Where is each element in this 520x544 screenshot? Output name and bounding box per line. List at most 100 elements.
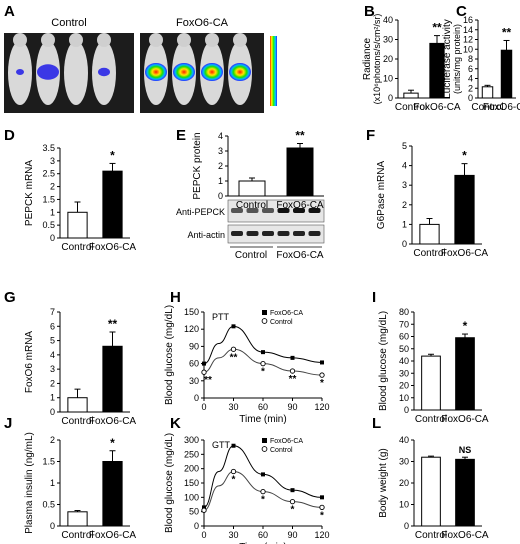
y-tick-label: 0 xyxy=(402,239,407,249)
y-tick-label: 0.5 xyxy=(42,500,55,510)
mouse xyxy=(200,33,224,105)
y-axis-label: Radiance xyxy=(362,37,373,80)
bar xyxy=(102,461,123,527)
blot-band-actin xyxy=(308,231,321,236)
significance-marker: * xyxy=(291,505,295,516)
category-label: Control xyxy=(415,530,447,541)
bar xyxy=(102,345,123,413)
data-point-foxo6 xyxy=(290,488,295,493)
y-tick-label: 2 xyxy=(50,435,55,445)
legend-label: FoxO6-CA xyxy=(270,438,303,445)
western-blots: Anti-PEPCK Anti-actin Control FoxO6-CA xyxy=(176,199,325,261)
mouse-head xyxy=(41,33,55,47)
blot-band-actin xyxy=(246,231,259,236)
y-tick-label: 2 xyxy=(218,161,223,171)
panel-letter-h: H xyxy=(170,289,181,306)
significance-marker: * xyxy=(232,475,236,486)
legend-label: Control xyxy=(270,447,293,454)
bar xyxy=(238,180,266,197)
y-tick-label: 30 xyxy=(189,376,199,386)
data-point-foxo6 xyxy=(290,355,295,360)
color-scale-bar xyxy=(270,36,277,106)
bar xyxy=(286,147,314,197)
panel-letter-d: D xyxy=(4,127,15,144)
y-tick-label: 0 xyxy=(468,93,473,103)
y-tick-label: 10 xyxy=(383,74,393,84)
y-tick-label: 2 xyxy=(50,182,55,192)
y-tick-label: 0 xyxy=(218,191,223,201)
series-line-foxo6 xyxy=(203,325,323,365)
y-tick-label: 5 xyxy=(402,141,407,151)
legend-marker-foxo6 xyxy=(262,310,267,315)
y-tick-label: 10 xyxy=(463,44,473,54)
blot-band-pepck xyxy=(246,208,259,213)
y-tick-label: 300 xyxy=(184,435,199,445)
panel-letter-c: C xyxy=(456,3,467,20)
significance-marker: * xyxy=(320,378,324,389)
chart-e: 0 1 2 3 4 PEPCK protein Control FoxO6-CA ** xyxy=(192,129,324,211)
x-tick-label: 120 xyxy=(314,402,329,412)
y-tick-label: 2 xyxy=(468,83,473,93)
significance-marker: * xyxy=(261,495,265,506)
panel-letter-a: A xyxy=(4,3,15,20)
y-tick-label: 2 xyxy=(50,378,55,388)
chart-k: 0 50 100 150 200 250 300 Blood glucose (mg/dL) 0… xyxy=(164,433,330,544)
category-label: Control xyxy=(61,416,93,427)
legend-marker-control xyxy=(261,446,268,452)
significance-marker: ** xyxy=(289,374,297,385)
blot-band-actin xyxy=(262,231,274,236)
category-label: Control xyxy=(236,200,268,211)
bar xyxy=(500,49,513,99)
legend-marker-control xyxy=(261,318,268,324)
y-axis-label: Luciferase activity xyxy=(442,19,453,98)
chart-j: 0 0.5 1 1.5 2 Plasma insulin (ng/mL) ControlFo… xyxy=(24,432,136,541)
y-tick-label: 4 xyxy=(468,74,473,84)
luminescence-signal xyxy=(37,64,59,80)
y-tick-label: 20 xyxy=(399,478,409,488)
y-tick-label: 20 xyxy=(399,381,409,391)
y-tick-label: 7 xyxy=(50,307,55,317)
mouse-body xyxy=(64,41,88,105)
y-tick-label: 2 xyxy=(402,200,407,210)
panel-letter-g: G xyxy=(4,289,16,306)
y-axis-label: G6Pase mRNA xyxy=(376,160,387,229)
bar xyxy=(67,511,88,527)
y-tick-label: 40 xyxy=(383,15,393,25)
actin-blot xyxy=(227,224,325,244)
chart-h: 0 30 60 90 120 150 Blood glucose (mg/dL) 0 30 60 9… xyxy=(164,305,330,425)
data-point-foxo6 xyxy=(320,360,324,365)
data-point-control xyxy=(260,488,266,495)
x-tick-label: 120 xyxy=(314,530,329,540)
data-point-foxo6 xyxy=(202,361,206,366)
chart-b: 0 10 20 30 40(x10⁶photons/s/cm²/sr)Radiance C… xyxy=(362,14,461,113)
panel-letter-l: L xyxy=(372,415,381,432)
y-tick-label: 0 xyxy=(50,521,55,531)
blot-group-control: Control xyxy=(235,250,267,261)
y-tick-label: 3 xyxy=(50,364,55,374)
significance-marker: ** xyxy=(230,352,238,363)
mouse-head xyxy=(97,33,111,47)
chart-i: 0 10 20 30 40 50 60 70 80 Blood glucose (mg/dL) Co… xyxy=(378,307,489,425)
category-label: Control xyxy=(61,242,93,253)
category-label: FoxO6-CA xyxy=(89,242,137,253)
mouse xyxy=(228,33,252,105)
blot-label-actin: Anti-actin xyxy=(187,230,225,240)
category-label: Control xyxy=(471,102,503,113)
bar xyxy=(67,397,88,413)
y-tick-label: 50 xyxy=(399,344,409,354)
control-image-label: Control xyxy=(51,17,86,29)
y-tick-label: 12 xyxy=(463,35,473,45)
y-tick-label: 10 xyxy=(399,393,409,403)
y-tick-label: 6 xyxy=(50,321,55,331)
blot-band-pepck xyxy=(262,208,274,213)
blot-band-actin xyxy=(231,231,243,236)
y-tick-label: 0 xyxy=(50,233,55,243)
significance-marker: * xyxy=(462,149,467,163)
y-tick-label: 30 xyxy=(399,457,409,467)
y-tick-label: 3 xyxy=(402,180,407,190)
panel-a-images: Control FoxO6-CA xyxy=(4,17,277,113)
category-label: Control xyxy=(61,530,93,541)
y-tick-label: 16 xyxy=(463,15,473,25)
